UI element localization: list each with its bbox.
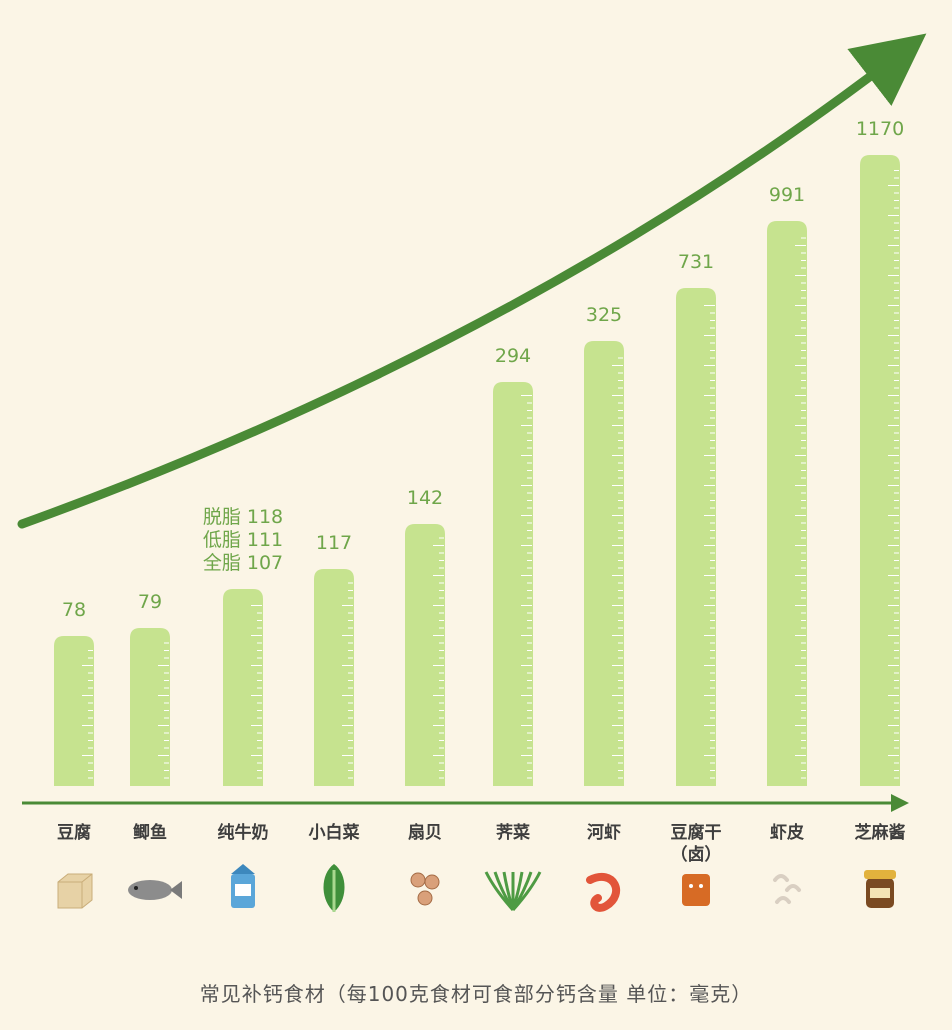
chart-caption: 常见补钙食材（每100克食材可食部分钙含量 单位：毫克）	[199, 982, 753, 1006]
dried-tofu-icon	[682, 874, 710, 906]
bar-shape	[223, 589, 263, 786]
trend-arrow	[17, 33, 927, 529]
bar-9	[767, 221, 807, 786]
value-label: 1170	[856, 118, 904, 140]
bar-8	[676, 288, 716, 786]
bar-7	[584, 341, 624, 786]
value-label: 142	[407, 487, 443, 509]
bar-3	[223, 589, 263, 786]
category-label: 荠菜	[496, 822, 531, 843]
bar-shape	[314, 569, 354, 786]
bar-shape	[860, 155, 900, 786]
value-label: 294	[495, 345, 531, 367]
value-label: 325	[586, 304, 622, 326]
value-label: 991	[769, 184, 805, 206]
category-label: 纯牛奶	[218, 822, 269, 843]
bar-shape	[584, 341, 624, 786]
value-label: 脱脂 118	[203, 506, 283, 528]
bar-5	[405, 524, 445, 786]
bar-shape	[676, 288, 716, 786]
bar-shape	[54, 636, 94, 786]
category-label: （卤）	[671, 844, 722, 865]
category-label: 虾皮	[770, 822, 804, 843]
value-label: 低脂 111	[203, 529, 283, 551]
dried-shrimp-icon	[773, 874, 801, 904]
milk-carton-icon	[231, 864, 255, 908]
category-label: 芝麻酱	[855, 822, 906, 843]
bar-shape	[405, 524, 445, 786]
sesame-paste-jar-icon	[864, 870, 896, 908]
bar-4	[314, 569, 354, 786]
scallop-icon	[410, 872, 440, 906]
category-label: 鲫鱼	[133, 822, 167, 843]
bar-2	[130, 628, 170, 786]
bar-shape	[130, 628, 170, 786]
crucian-carp-icon	[128, 880, 182, 900]
value-label: 78	[62, 599, 86, 621]
shepherds-purse-icon	[484, 871, 542, 912]
bar-shape	[767, 221, 807, 786]
bar-1	[54, 636, 94, 786]
value-label: 全脂 107	[203, 552, 283, 574]
value-label: 731	[678, 251, 714, 273]
category-label: 扇贝	[408, 822, 442, 843]
category-label: 河虾	[587, 823, 621, 843]
category-label: 豆腐干	[671, 822, 722, 843]
value-label: 79	[138, 591, 162, 613]
bar-6	[493, 382, 533, 786]
bok-choy-icon	[323, 864, 345, 912]
tofu-icon	[57, 873, 93, 909]
shrimp-icon	[586, 873, 621, 912]
bar-10	[860, 155, 900, 786]
bar-shape	[493, 382, 533, 786]
category-label: 小白菜	[309, 822, 361, 843]
value-label: 117	[316, 532, 352, 554]
category-label: 豆腐	[57, 822, 91, 843]
